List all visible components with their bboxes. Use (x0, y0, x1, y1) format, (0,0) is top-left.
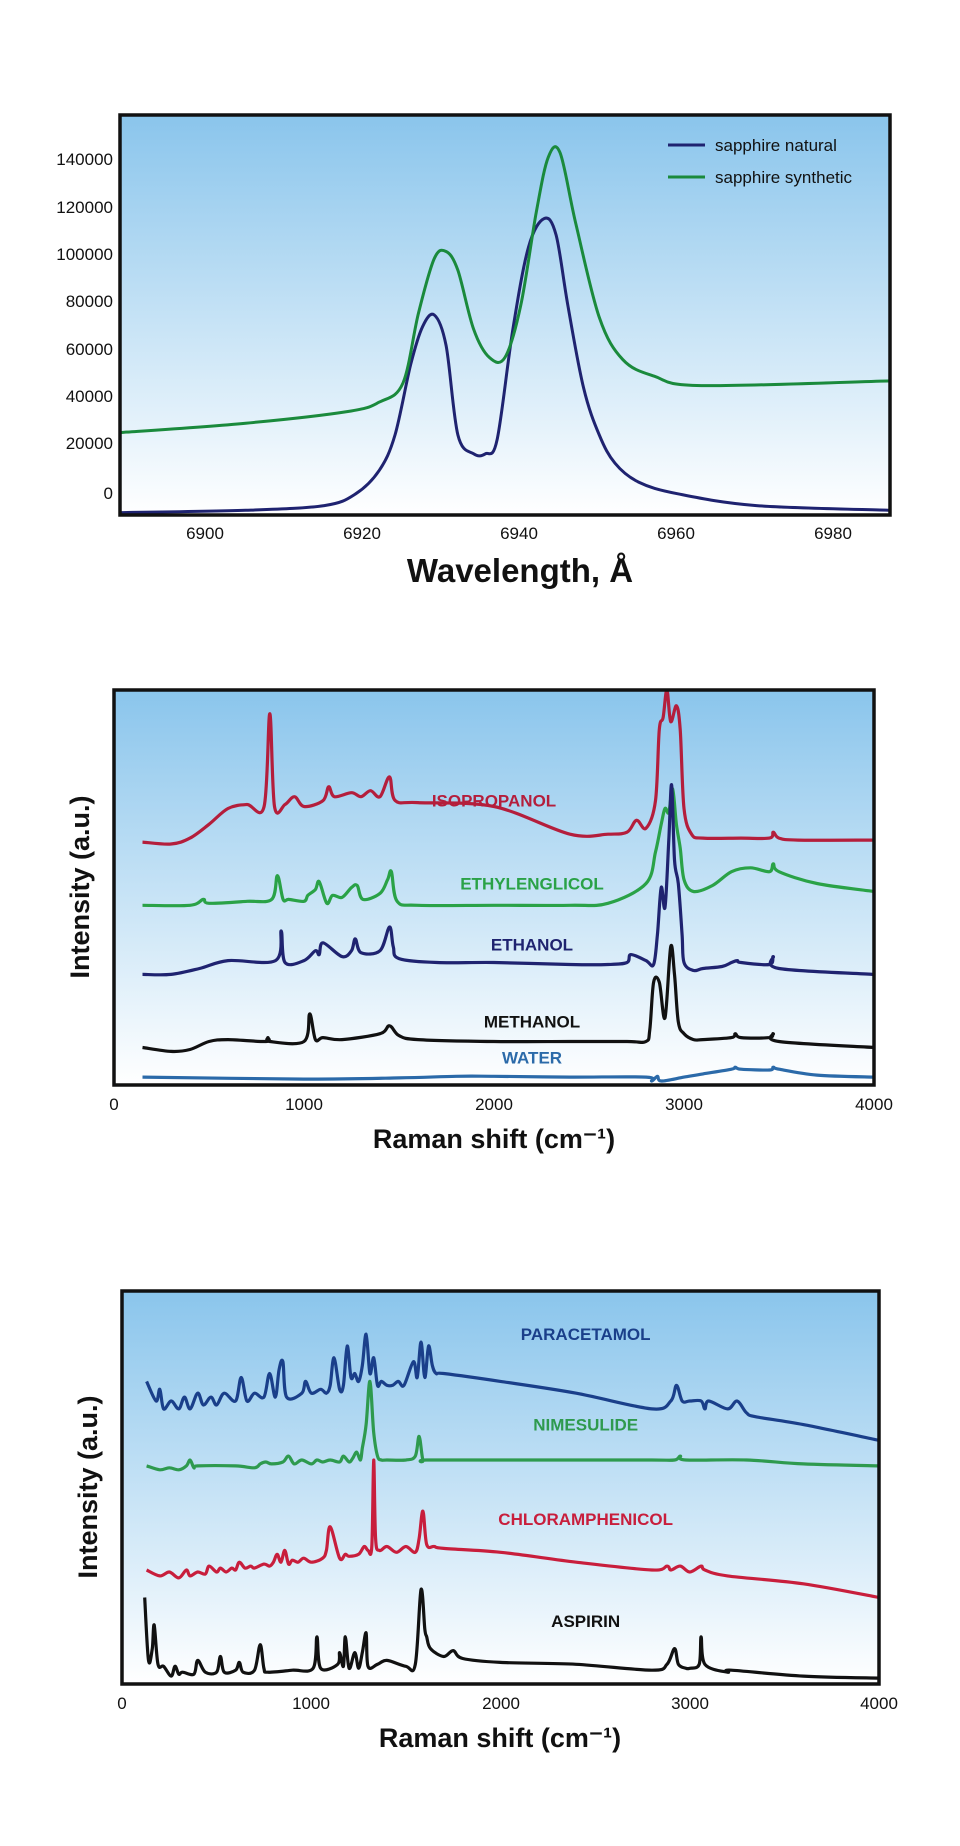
plot-frame (120, 1289, 881, 1686)
plot-frame (118, 113, 892, 517)
x-tick-label: 0 (117, 1694, 126, 1713)
y-tick-label: 80000 (66, 292, 113, 311)
series-label-paracetamol: PARACETAMOL (521, 1325, 651, 1344)
x-tick-label: 4000 (855, 1095, 893, 1114)
x-tick-label: 6960 (657, 524, 695, 543)
x-tick-label: 6980 (814, 524, 852, 543)
x-tick-label: 1000 (292, 1694, 330, 1713)
series-label-ethanol: ETHANOL (491, 936, 573, 955)
series-line-ethanol (142, 783, 874, 977)
plot-area (120, 115, 890, 515)
plot-area (122, 1291, 879, 1684)
series-label-nimesulide: NIMESULIDE (533, 1416, 638, 1435)
x-axis-title: Raman shift (cm⁻¹) (379, 1723, 621, 1753)
x-tick-label: 6920 (343, 524, 381, 543)
plot-frame (112, 688, 876, 1087)
y-tick-label: 0 (104, 484, 113, 503)
x-tick-label: 2000 (482, 1694, 520, 1713)
raman-solvents-chart: 0 1000 2000 3000 4000 Raman shift (cm⁻¹)… (65, 688, 893, 1154)
series-line-paracetamol (145, 1332, 879, 1442)
y-axis-title: Intensity (a.u.) (65, 795, 95, 978)
y-tick-label: 100000 (56, 245, 113, 264)
raman-drugs-chart: 0 1000 2000 3000 4000 Raman shift (cm⁻¹)… (73, 1289, 898, 1753)
x-tick-labels: 6900 6920 6940 6960 6980 (186, 524, 852, 543)
series-line-nimesulide (146, 1379, 879, 1472)
x-tick-labels: 0 1000 2000 3000 4000 (117, 1694, 898, 1713)
series-label-isopropanol: ISOPROPANOL (432, 792, 556, 811)
x-tick-labels: 0 1000 2000 3000 4000 (109, 1095, 893, 1114)
series-label-aspirin: ASPIRIN (551, 1612, 620, 1631)
series-label-methanol: METHANOL (484, 1013, 580, 1032)
series-label-chloramphenicol: CHLORAMPHENICOL (498, 1510, 673, 1529)
legend: sapphire natural sapphire synthetic (668, 136, 853, 187)
series-label-water: WATER (502, 1048, 562, 1067)
wavelength-spectrum-chart: 6900 6920 6940 6960 6980 0 20000 40000 6… (56, 113, 892, 589)
x-tick-label: 6940 (500, 524, 538, 543)
series-line-water (142, 1065, 874, 1083)
y-tick-label: 140000 (56, 150, 113, 169)
legend-label-sapphire-synthetic: sapphire synthetic (715, 168, 853, 187)
x-tick-label: 0 (109, 1095, 118, 1114)
x-tick-label: 4000 (860, 1694, 898, 1713)
plot-area (114, 690, 874, 1085)
y-tick-label: 40000 (66, 387, 113, 406)
x-axis-title: Raman shift (cm⁻¹) (373, 1124, 615, 1154)
series-line-ethylenglicol (142, 787, 874, 908)
x-tick-label: 2000 (475, 1095, 513, 1114)
series-line-isopropanol (142, 690, 874, 846)
x-tick-label: 1000 (285, 1095, 323, 1114)
x-axis-title: Wavelength, Å (407, 552, 633, 589)
series-line-aspirin (143, 1587, 879, 1680)
x-tick-label: 3000 (665, 1095, 703, 1114)
x-tick-label: 6900 (186, 524, 224, 543)
y-tick-label: 20000 (66, 434, 113, 453)
y-tick-label: 120000 (56, 198, 113, 217)
legend-label-sapphire-natural: sapphire natural (715, 136, 837, 155)
series-line-sapphire-synthetic (120, 145, 890, 435)
y-axis-title: Intensity (a.u.) (73, 1395, 103, 1578)
y-tick-label: 60000 (66, 340, 113, 359)
series-label-ethylenglicol: ETHYLENGLICOL (460, 874, 604, 893)
y-tick-labels: 0 20000 40000 60000 80000 100000 120000 … (56, 150, 113, 503)
series-line-methanol (142, 943, 874, 1054)
x-tick-label: 3000 (671, 1694, 709, 1713)
series-line-sapphire-natural (120, 216, 890, 515)
series-line-chloramphenicol (145, 1458, 879, 1600)
